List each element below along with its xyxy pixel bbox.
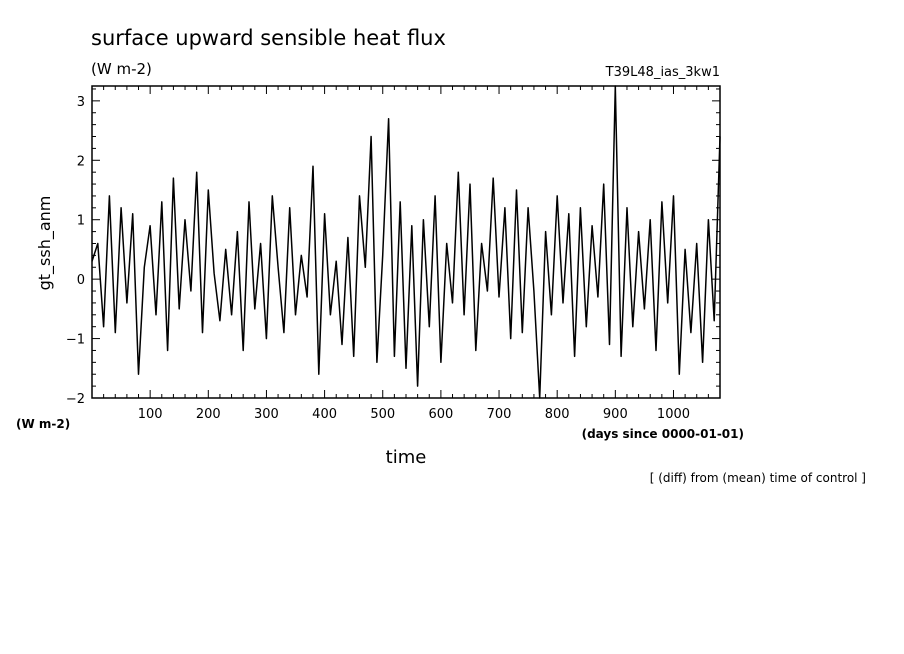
y-tick-label: −2 bbox=[66, 392, 85, 407]
plot-frame bbox=[91, 85, 721, 399]
x-axis-units: (days since 0000-01-01) bbox=[582, 427, 744, 441]
y-axis-ticks: −2 −1 0 1 2 3 bbox=[66, 88, 720, 407]
x-tick-label: 800 bbox=[545, 407, 570, 422]
x-axis-label: time bbox=[386, 447, 427, 468]
y-tick-label: 1 bbox=[77, 214, 85, 229]
y-axis-label: gt_ssh_anm bbox=[35, 196, 55, 291]
x-tick-label: 500 bbox=[370, 407, 395, 422]
series-line bbox=[91, 85, 721, 399]
chart-title: surface upward sensible heat flux bbox=[91, 26, 446, 50]
chart-note: [ (diff) from (mean) time of control ] bbox=[650, 471, 866, 485]
run-label: T39L48_ias_3kw1 bbox=[605, 65, 720, 80]
y-tick-label: 3 bbox=[77, 95, 85, 110]
x-tick-label: 300 bbox=[254, 407, 279, 422]
x-tick-label: 100 bbox=[138, 407, 163, 422]
series-layer bbox=[91, 85, 721, 399]
x-tick-label: 600 bbox=[428, 407, 453, 422]
y-tick-label: 0 bbox=[77, 273, 85, 288]
x-tick-label: 200 bbox=[196, 407, 221, 422]
y-tick-label: 2 bbox=[77, 154, 85, 169]
y-tick-label: −1 bbox=[66, 333, 85, 348]
chart-units: (W m-2) bbox=[91, 60, 152, 78]
x-tick-label: 900 bbox=[603, 407, 628, 422]
y-axis-units: (W m-2) bbox=[16, 417, 70, 431]
x-tick-label: 700 bbox=[487, 407, 512, 422]
x-tick-label: 400 bbox=[312, 407, 337, 422]
x-tick-label: 1000 bbox=[657, 407, 690, 422]
